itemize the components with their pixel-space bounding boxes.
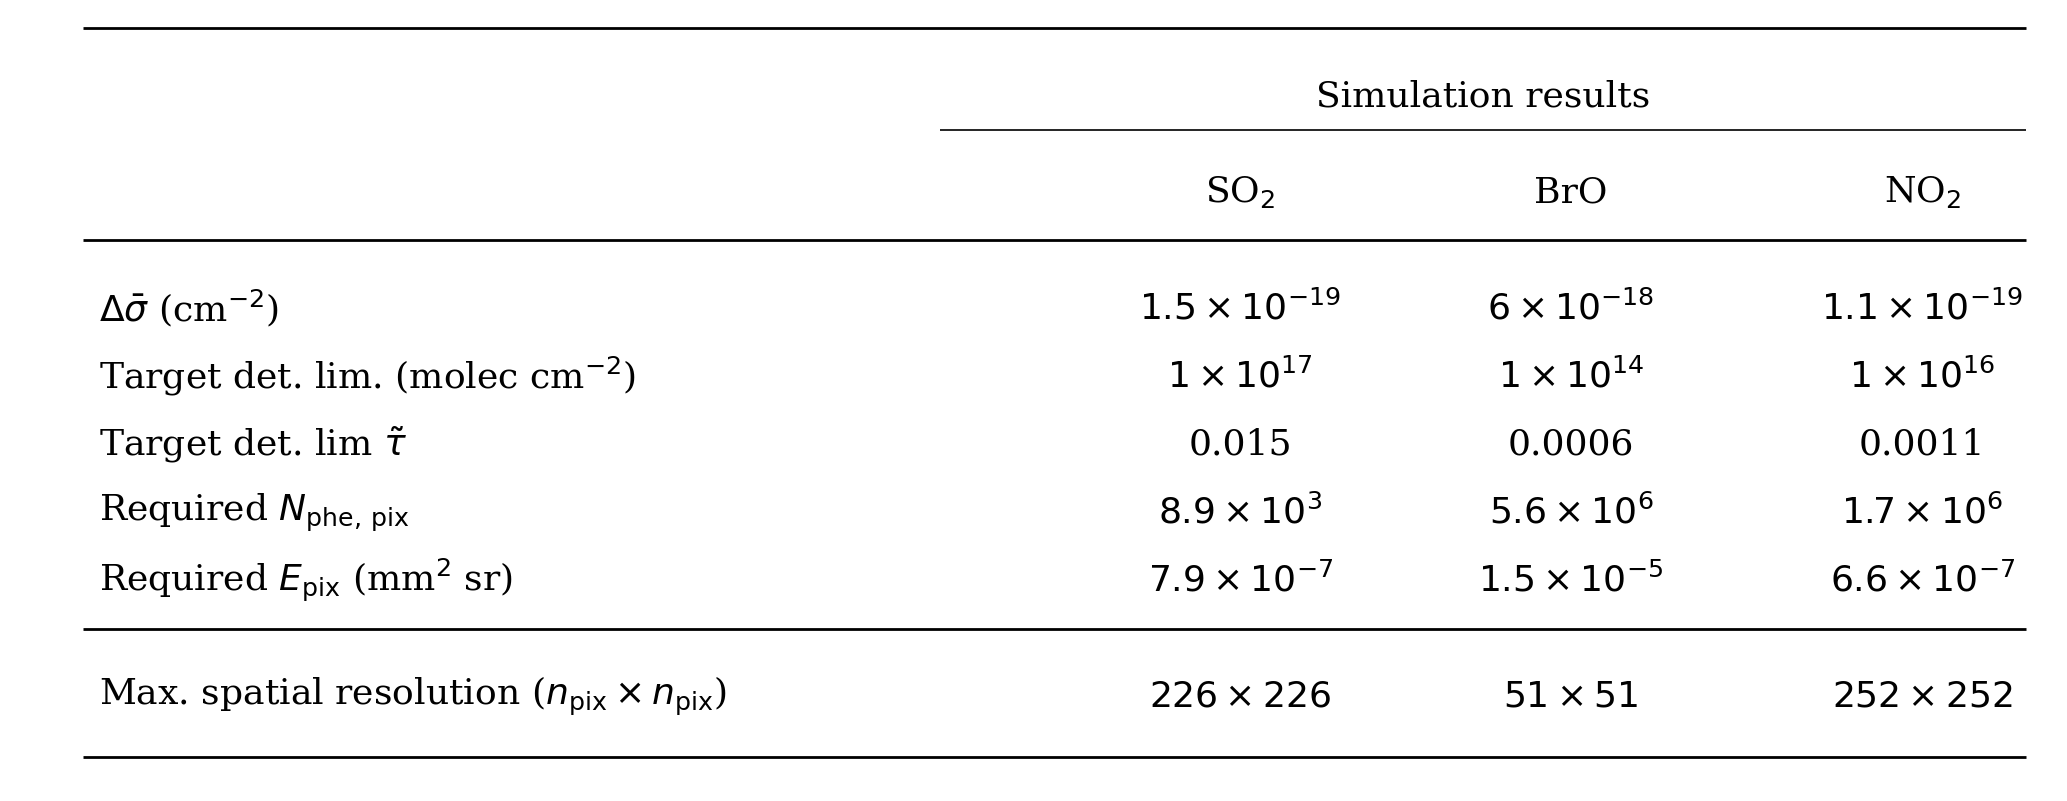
- Text: $\Delta\bar{\sigma}$ (cm$^{-2}$): $\Delta\bar{\sigma}$ (cm$^{-2}$): [99, 288, 279, 329]
- Text: 0.015: 0.015: [1189, 428, 1292, 461]
- Text: $51 \times 51$: $51 \times 51$: [1503, 680, 1639, 714]
- Text: $1.1 \times 10^{-19}$: $1.1 \times 10^{-19}$: [1821, 290, 2024, 327]
- Text: Target det. lim. (molec cm$^{-2}$): Target det. lim. (molec cm$^{-2}$): [99, 355, 637, 398]
- Text: $1 \times 10^{17}$: $1 \times 10^{17}$: [1168, 358, 1313, 395]
- Text: Required $E_{\mathrm{pix}}$ (mm$^2$ sr): Required $E_{\mathrm{pix}}$ (mm$^2$ sr): [99, 557, 513, 605]
- Text: NO$_2$: NO$_2$: [1883, 175, 1962, 210]
- Text: $1.7 \times 10^{6}$: $1.7 \times 10^{6}$: [1842, 494, 2003, 531]
- Text: $252 \times 252$: $252 \times 252$: [1831, 680, 2013, 714]
- Text: 0.0011: 0.0011: [1858, 428, 1986, 461]
- Text: $6 \times 10^{-18}$: $6 \times 10^{-18}$: [1488, 290, 1654, 327]
- Text: SO$_2$: SO$_2$: [1205, 175, 1275, 210]
- Text: $1 \times 10^{16}$: $1 \times 10^{16}$: [1850, 358, 1995, 395]
- Text: $5.6 \times 10^{6}$: $5.6 \times 10^{6}$: [1488, 494, 1654, 531]
- Text: BrO: BrO: [1534, 175, 1608, 209]
- Text: 0.0006: 0.0006: [1507, 428, 1635, 461]
- Text: $6.6 \times 10^{-7}$: $6.6 \times 10^{-7}$: [1829, 562, 2015, 599]
- Text: $226 \times 226$: $226 \times 226$: [1149, 680, 1331, 714]
- Text: Simulation results: Simulation results: [1317, 79, 1649, 113]
- Text: $7.9 \times 10^{-7}$: $7.9 \times 10^{-7}$: [1147, 562, 1333, 599]
- Text: $1.5 \times 10^{-5}$: $1.5 \times 10^{-5}$: [1478, 562, 1664, 599]
- Text: Max. spatial resolution ($n_{\mathrm{pix}} \times n_{\mathrm{pix}}$): Max. spatial resolution ($n_{\mathrm{pix…: [99, 675, 728, 718]
- Text: $1.5 \times 10^{-19}$: $1.5 \times 10^{-19}$: [1139, 290, 1341, 327]
- Text: $8.9 \times 10^{3}$: $8.9 \times 10^{3}$: [1158, 494, 1323, 531]
- Text: $1 \times 10^{14}$: $1 \times 10^{14}$: [1499, 358, 1643, 395]
- Text: Target det. lim $\tilde{\tau}$: Target det. lim $\tilde{\tau}$: [99, 425, 407, 465]
- Text: Required $N_{\mathrm{phe,\,pix}}$: Required $N_{\mathrm{phe,\,pix}}$: [99, 492, 409, 533]
